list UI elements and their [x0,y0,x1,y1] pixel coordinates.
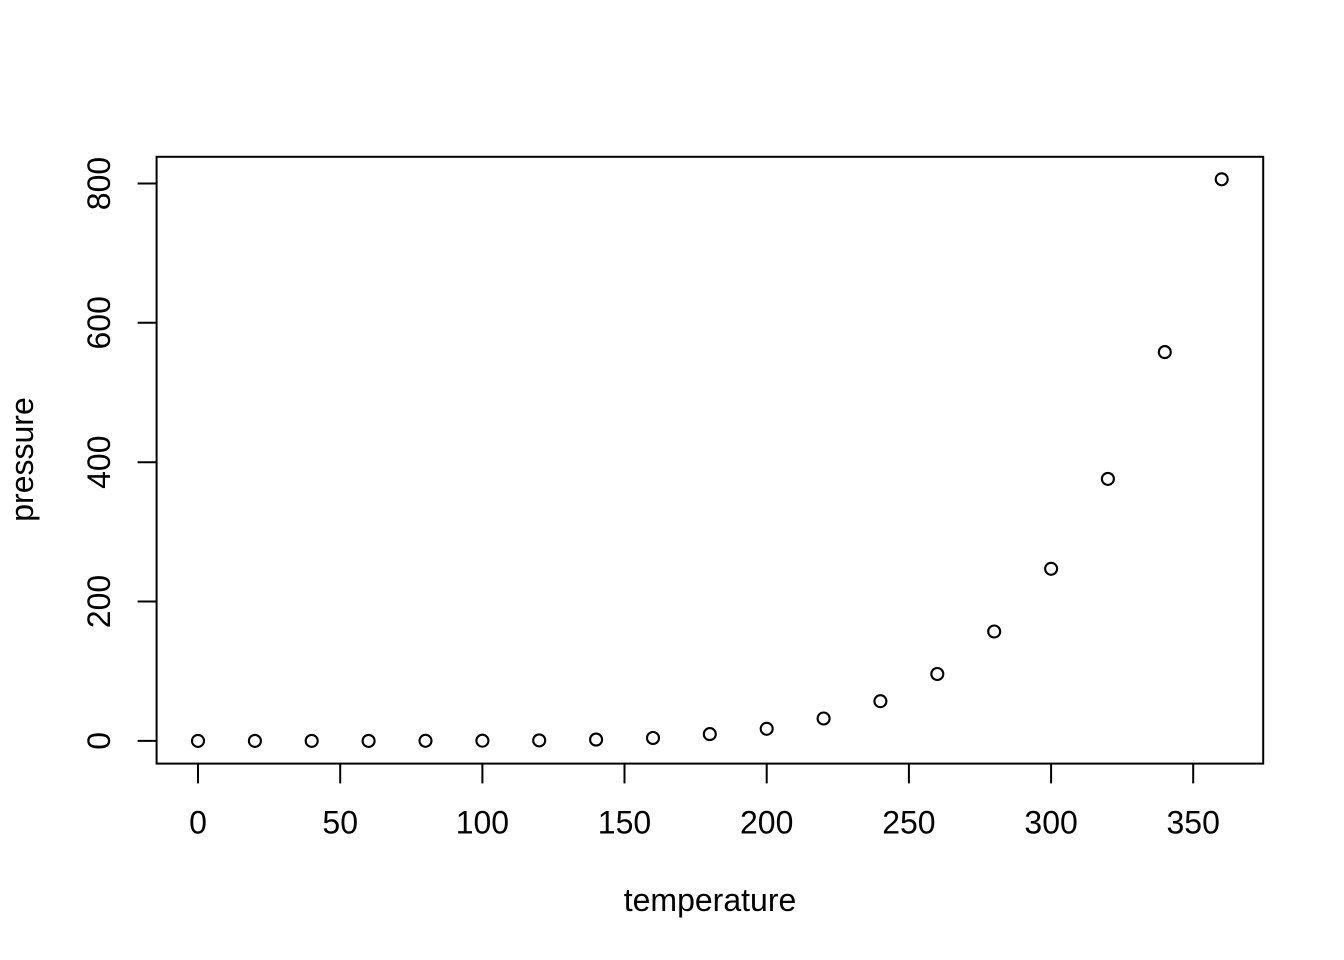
svg-text:200: 200 [81,575,117,628]
svg-text:pressure: pressure [4,397,40,522]
svg-text:250: 250 [882,805,935,841]
svg-text:temperature: temperature [624,882,797,918]
svg-text:50: 50 [322,805,358,841]
svg-text:350: 350 [1167,805,1220,841]
svg-text:100: 100 [456,805,509,841]
svg-text:0: 0 [189,805,207,841]
svg-text:200: 200 [740,805,793,841]
svg-text:150: 150 [598,805,651,841]
svg-text:800: 800 [81,157,117,210]
svg-text:400: 400 [81,436,117,489]
svg-text:600: 600 [81,296,117,349]
svg-text:300: 300 [1024,805,1077,841]
svg-text:0: 0 [81,732,117,750]
